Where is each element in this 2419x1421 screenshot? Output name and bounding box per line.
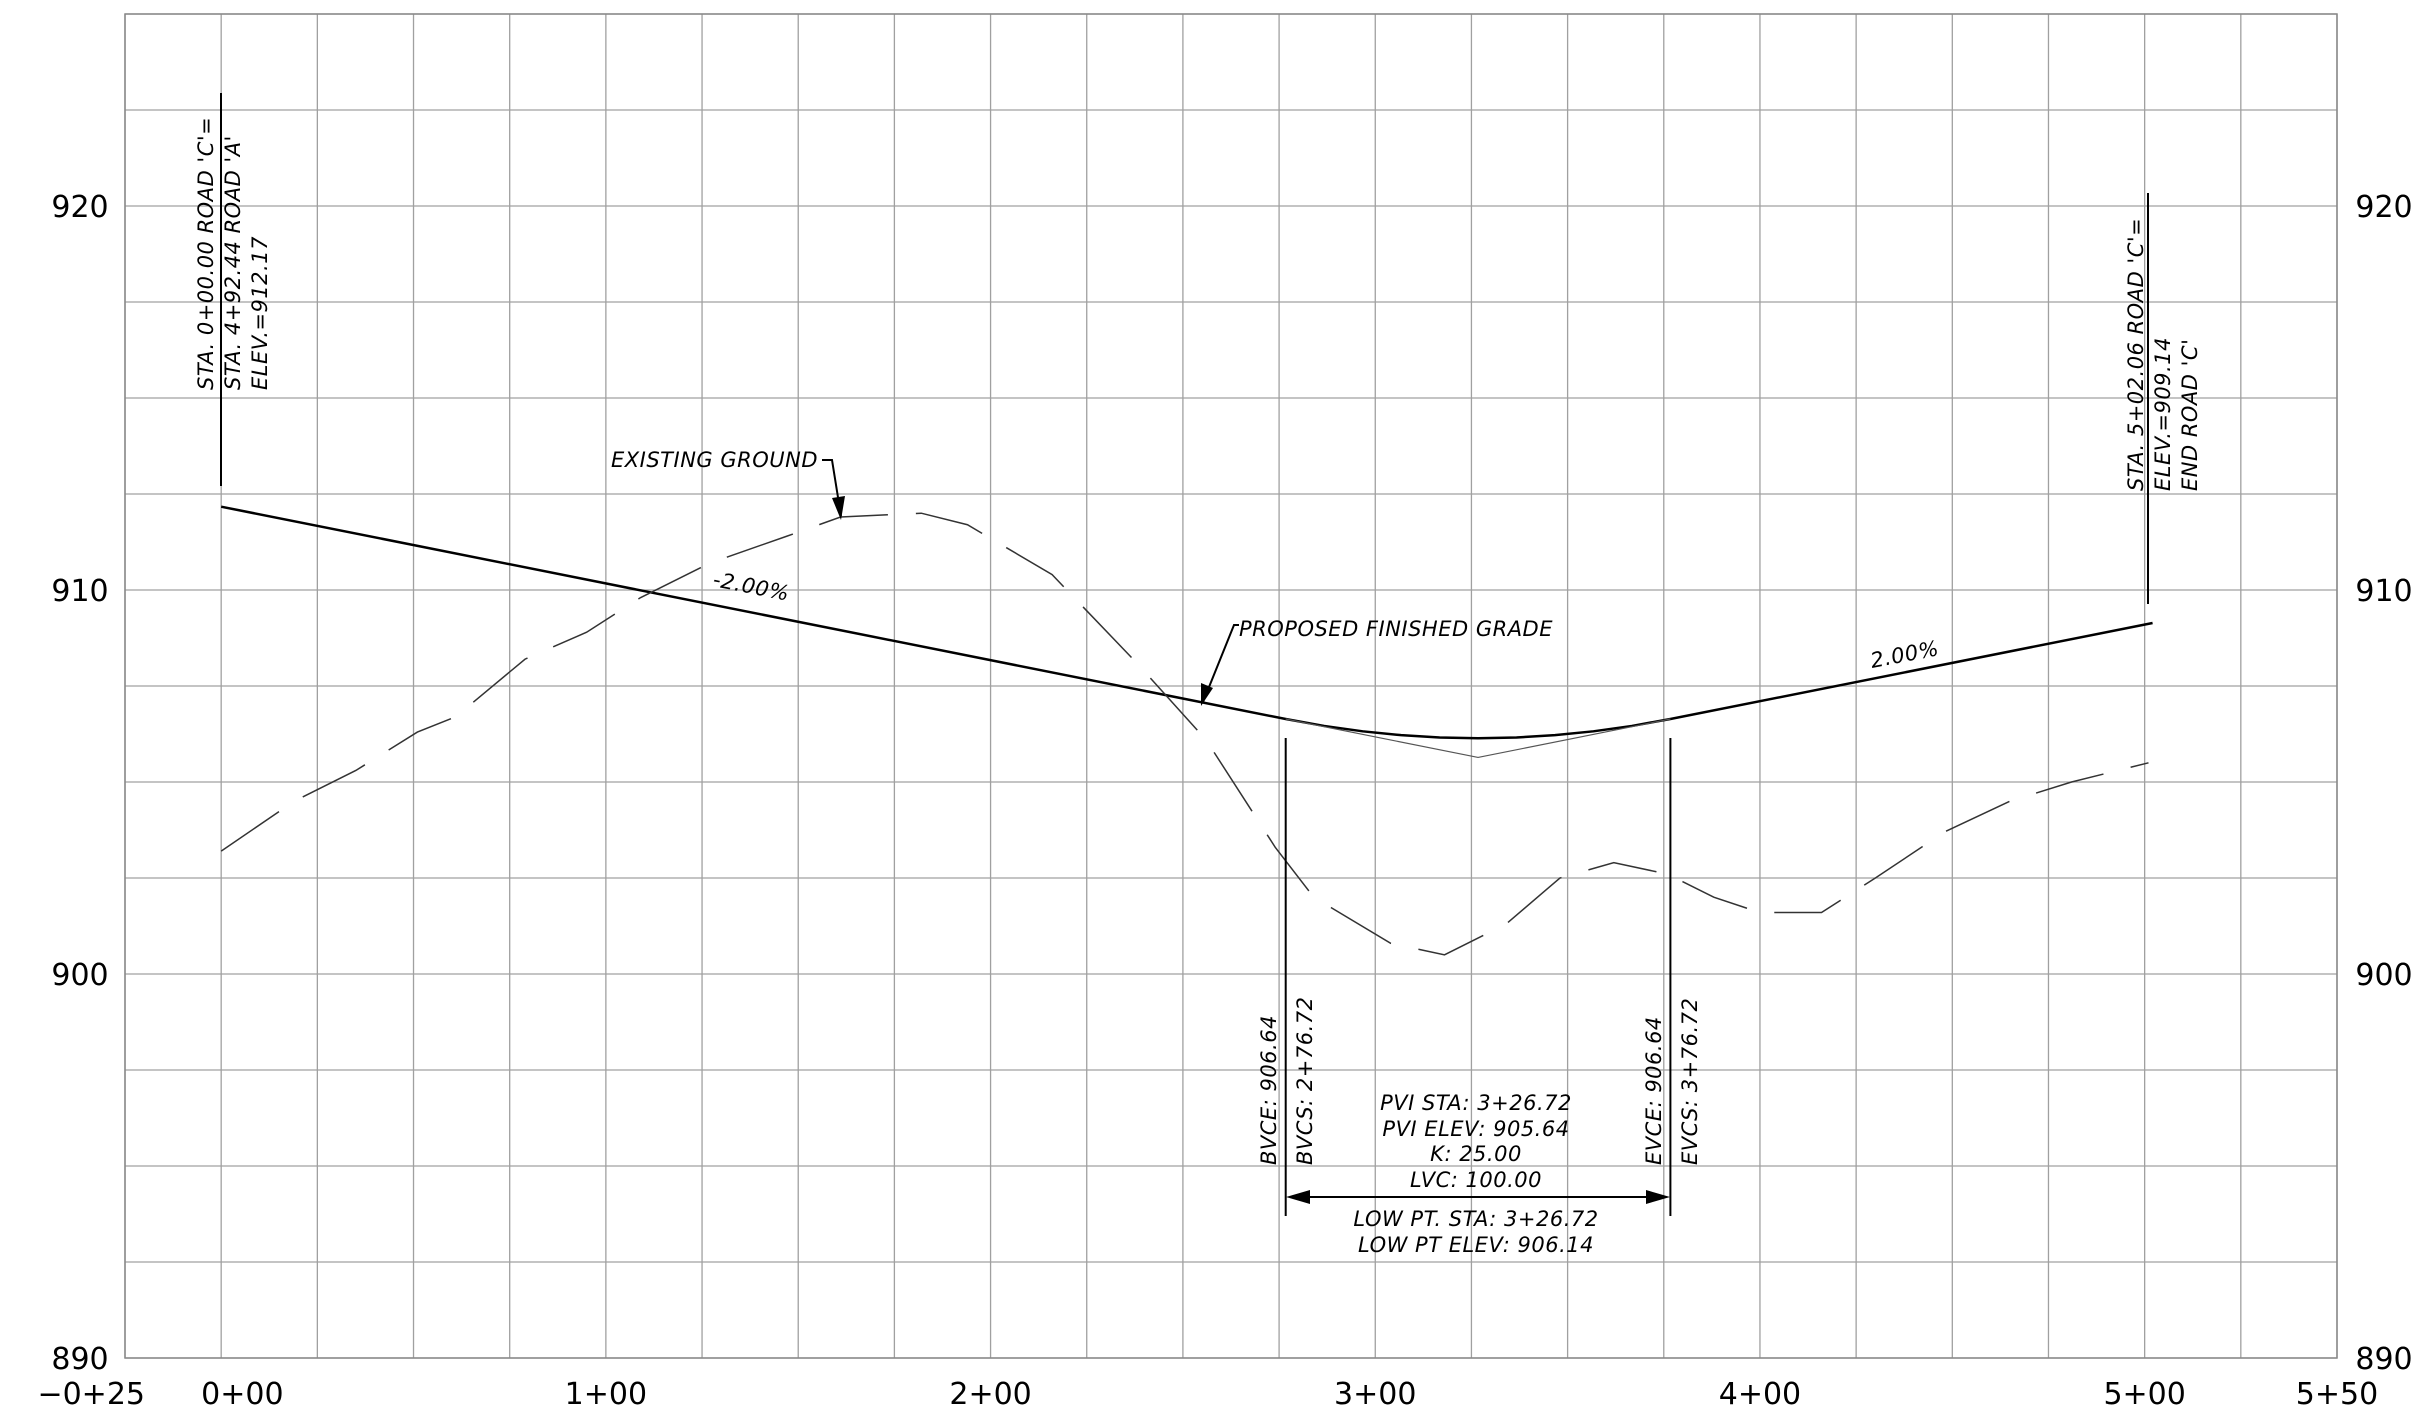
y-tick-label: 890 (51, 1342, 108, 1377)
y-tick-label: 900 (2355, 958, 2412, 993)
y-tick-label: 920 (51, 190, 108, 225)
y-tick-label: 910 (51, 574, 108, 609)
plot-lines (220, 505, 2153, 956)
y-tick-label: 920 (2355, 190, 2412, 225)
x-tick-label: 1+00 (565, 1377, 647, 1412)
x-tick-label: 0+00 (201, 1377, 283, 1412)
plot-frame (124, 13, 2338, 1359)
arrow-head (1286, 1190, 1310, 1204)
station-note: END ROAD 'C' (2178, 339, 2202, 491)
profile-line (1285, 718, 1671, 759)
curve-note: LVC: 100.00 (1410, 1168, 1542, 1192)
station-note: STA. 5+02.06 ROAD 'C'= (2124, 218, 2148, 491)
profile-line (220, 505, 2153, 740)
evc-note: EVCE: 906.64 (1642, 1016, 1666, 1165)
annotations: STA. 0+00.00 ROAD 'C'= STA. 4+92.44 ROAD… (194, 93, 2202, 1257)
arrow-head (1201, 683, 1213, 706)
x-tick-label: 5+00 (2103, 1377, 2185, 1412)
y-tick-label: 900 (51, 958, 108, 993)
tick-labels: 890 890 900 900 910 910 920 920 −0+25 0+00 1+00 2+0… (37, 190, 2412, 1412)
station-note: STA. 0+00.00 ROAD 'C'= (194, 117, 218, 390)
existing-ground-label: EXISTING GROUND (611, 448, 818, 472)
low-point-note: LOW PT. STA: 3+26.72 (1353, 1207, 1598, 1231)
profile-line (220, 512, 2149, 956)
x-tick-label: −0+25 (37, 1377, 145, 1412)
y-tick-label: 890 (2355, 1342, 2412, 1377)
curve-note: K: 25.00 (1430, 1142, 1522, 1166)
proposed-grade-label: PROPOSED FINISHED GRADE (1239, 617, 1553, 641)
leader-line (1202, 624, 1239, 703)
x-tick-label: 4+00 (1719, 1377, 1801, 1412)
station-note: ELEV.=912.17 (248, 236, 272, 390)
curve-note: PVI ELEV: 905.64 (1382, 1117, 1569, 1141)
station-note: STA. 4+92.44 ROAD 'A' (221, 135, 245, 390)
evc-note: EVCS: 3+76.72 (1678, 998, 1702, 1165)
y-tick-label: 910 (2355, 574, 2412, 609)
x-tick-label: 3+00 (1334, 1377, 1416, 1412)
grade-label: -2.00% (711, 567, 791, 605)
x-tick-label: 2+00 (949, 1377, 1031, 1412)
x-tick-label: 5+50 (2296, 1377, 2378, 1412)
station-note: ELEV.=909.14 (2151, 337, 2175, 491)
grid (124, 13, 2338, 1359)
arrow-head (832, 496, 845, 520)
curve-note: PVI STA: 3+26.72 (1380, 1091, 1572, 1115)
bvc-note: BVCS: 2+76.72 (1293, 997, 1317, 1165)
bvc-note: BVCE: 906.64 (1257, 1015, 1281, 1165)
low-point-note: LOW PT ELEV: 906.14 (1358, 1233, 1594, 1257)
arrow-head (1646, 1190, 1670, 1204)
